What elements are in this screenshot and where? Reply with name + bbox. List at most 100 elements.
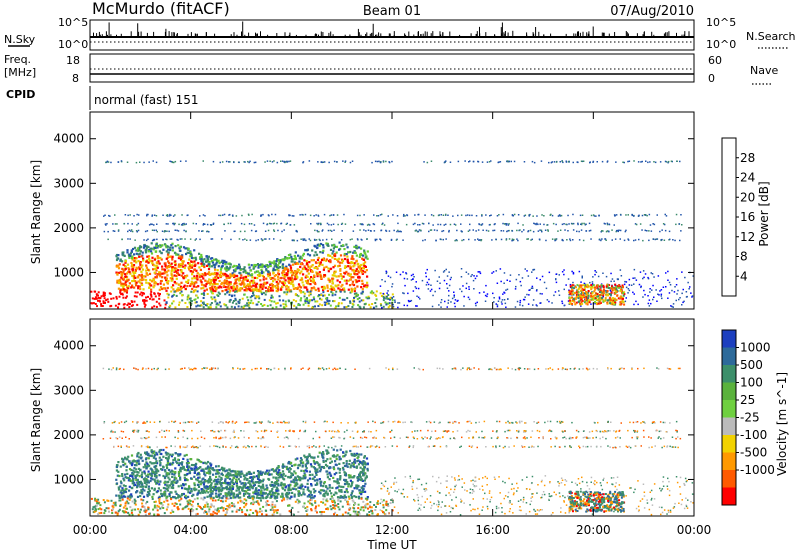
data-point xyxy=(337,287,340,290)
data-point xyxy=(364,302,367,305)
data-point xyxy=(179,258,183,261)
data-point xyxy=(304,286,307,289)
data-point xyxy=(675,437,677,440)
data-point xyxy=(218,214,220,217)
date-title: 07/Aug/2010 xyxy=(610,4,694,19)
data-point xyxy=(243,367,246,370)
data-point xyxy=(495,368,498,371)
data-point xyxy=(225,160,228,163)
data-point xyxy=(145,461,148,464)
data-point xyxy=(375,429,378,432)
data-point xyxy=(241,297,244,300)
data-point xyxy=(370,445,372,447)
data-point xyxy=(261,239,264,242)
data-point xyxy=(563,223,565,225)
data-point xyxy=(171,275,174,278)
data-point xyxy=(565,284,567,286)
data-point xyxy=(595,271,598,273)
data-point xyxy=(666,446,668,448)
data-point xyxy=(528,214,530,216)
data-point xyxy=(151,298,154,301)
data-point xyxy=(386,292,388,294)
data-point xyxy=(183,266,186,270)
data-point xyxy=(625,445,628,448)
data-point xyxy=(150,280,153,283)
data-point xyxy=(580,305,582,307)
data-point xyxy=(468,367,470,369)
data-point xyxy=(341,283,344,287)
data-point xyxy=(526,293,528,296)
data-point xyxy=(359,436,362,439)
data-point xyxy=(152,277,155,280)
data-point xyxy=(228,161,230,163)
data-point xyxy=(308,446,311,449)
data-point xyxy=(148,224,151,226)
data-point xyxy=(237,446,239,449)
data-point xyxy=(634,223,637,225)
data-point xyxy=(210,368,213,371)
data-point xyxy=(254,297,257,300)
data-point xyxy=(606,286,609,289)
data-point xyxy=(271,286,274,289)
data-point xyxy=(679,437,682,440)
data-point xyxy=(529,213,531,216)
colorbar-tick-label: 4 xyxy=(740,269,748,283)
data-point xyxy=(594,286,596,289)
data-point xyxy=(175,282,178,285)
data-point xyxy=(633,293,635,295)
data-point xyxy=(136,276,140,279)
data-point xyxy=(195,281,198,284)
data-point xyxy=(190,446,193,448)
data-point xyxy=(182,285,185,289)
data-point xyxy=(189,368,191,371)
data-point xyxy=(326,289,329,292)
data-point xyxy=(117,267,121,270)
data-point xyxy=(615,288,618,291)
data-point xyxy=(207,263,210,266)
data-point xyxy=(527,303,530,305)
data-point xyxy=(515,421,517,423)
data-point xyxy=(122,282,125,285)
data-point xyxy=(103,215,105,217)
data-point xyxy=(95,297,98,300)
data-point xyxy=(225,276,228,279)
data-point xyxy=(612,302,615,305)
data-point xyxy=(601,160,604,163)
data-point xyxy=(587,437,589,439)
data-point xyxy=(531,271,533,273)
data-point xyxy=(313,298,316,301)
data-point xyxy=(117,254,120,257)
data-point xyxy=(165,238,167,240)
data-point xyxy=(488,224,491,226)
data-point xyxy=(640,285,642,288)
data-point xyxy=(252,294,255,297)
data-point xyxy=(399,273,402,276)
data-point xyxy=(153,229,155,232)
data-point xyxy=(375,298,378,301)
data-point xyxy=(302,254,305,257)
data-point xyxy=(201,260,204,263)
data-point xyxy=(590,298,593,301)
data-point xyxy=(309,293,312,296)
data-point xyxy=(214,367,217,370)
data-point xyxy=(633,239,635,242)
data-point xyxy=(599,288,602,291)
data-point xyxy=(170,244,173,247)
data-point xyxy=(218,279,221,283)
data-point xyxy=(463,305,465,307)
data-point xyxy=(176,271,179,274)
data-point xyxy=(122,251,125,254)
data-point xyxy=(414,286,417,288)
data-point xyxy=(281,271,284,274)
data-point xyxy=(145,264,148,267)
data-point xyxy=(250,264,253,267)
data-point xyxy=(234,446,237,448)
data-point xyxy=(409,300,411,302)
data-point xyxy=(672,239,674,241)
data-point xyxy=(300,291,303,294)
data-point xyxy=(156,262,159,265)
data-point xyxy=(566,239,568,241)
data-point xyxy=(378,160,380,163)
data-point xyxy=(338,248,341,251)
data-point xyxy=(651,446,653,448)
